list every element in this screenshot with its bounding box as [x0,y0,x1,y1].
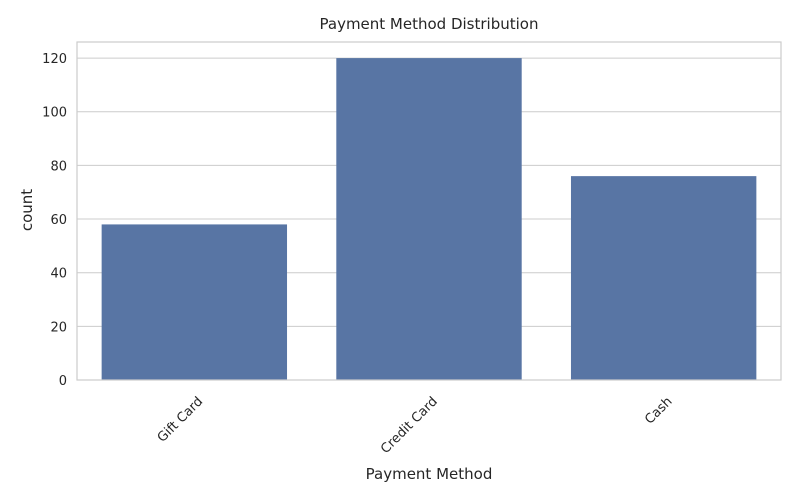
y-axis-label: count [18,189,36,231]
chart-title: Payment Method Distribution [320,15,539,33]
bar-cash [570,176,757,380]
y-tick-label: 100 [42,106,67,121]
x-tick-label: Gift Card [155,394,206,445]
y-tick-label: 0 [59,374,67,389]
y-tick-label: 40 [50,267,67,282]
y-tick-label: 80 [50,159,67,174]
y-tick-label: 60 [50,213,67,228]
y-tick-label: 20 [50,320,67,335]
bar-credit-card [336,58,522,380]
x-tick-label: Credit Card [378,394,441,457]
bar-gift-card [101,224,288,380]
y-tick-label: 120 [42,52,67,67]
x-tick-label: Cash [642,394,675,427]
bars [101,58,757,380]
y-axis-ticks: 0 20 40 60 80 100 120 [42,52,67,389]
x-axis-label: Payment Method [366,465,493,483]
x-axis-ticks: Gift Card Credit Card Cash [155,394,676,457]
plot-frame [76,41,782,381]
